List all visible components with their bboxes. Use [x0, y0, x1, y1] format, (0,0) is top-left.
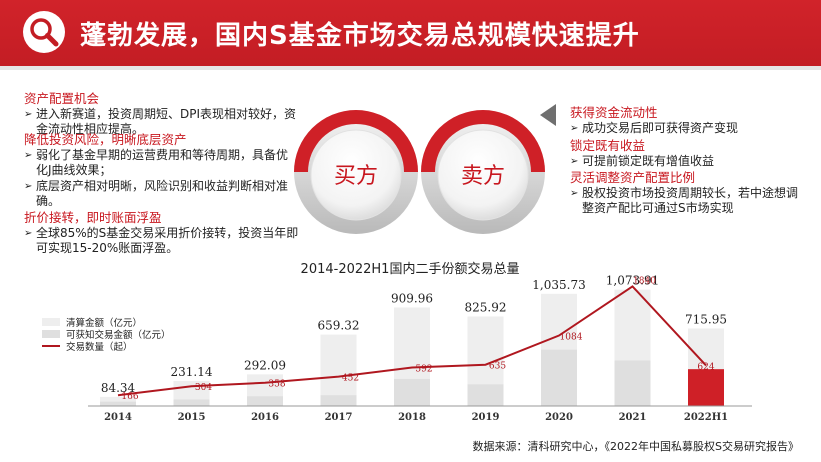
seller-block-1: 获得资金流动性 成功交易后即可获得资产变现 — [570, 105, 805, 136]
seller-block-3: 灵活调整资产配置比例 股权投资市场投资周期较长，若中途想调整资产配比可通过S市场… — [570, 170, 805, 217]
x-tick-2015: 2015 — [178, 412, 206, 423]
data-label-count-2014: 166 — [121, 392, 138, 402]
bar-known-2021 — [614, 360, 651, 406]
bar-total-2017 — [320, 334, 357, 406]
legend-label-0: 清算金额（亿元） — [66, 317, 142, 329]
buyer-heading-1: 资产配置机会 — [24, 91, 100, 106]
buyer-item-2-1: 弱化了基金早期的运营费用和等待周期，具备优化J曲线效果； — [24, 148, 294, 179]
data-label-count-2015: 304 — [195, 383, 212, 393]
legend-swatch-known — [42, 330, 60, 338]
bar-known-2019 — [467, 384, 504, 406]
x-tick-2022H1: 2022H1 — [684, 412, 728, 423]
seller-circle-label: 卖方 — [461, 164, 505, 189]
seller-heading-3: 灵活调整资产配置比例 — [570, 170, 696, 185]
data-label-total-2021: 1,073.91 — [606, 274, 659, 288]
x-tick-2014: 2014 — [104, 412, 132, 423]
data-label-count-2018: 592 — [415, 365, 432, 375]
chart-bars: 84.34 231.14 292.09 659.32 909.96 825.92 1,035… — [100, 274, 727, 406]
buyer-circle-label: 买方 — [334, 164, 378, 189]
seller-item-2-1: 可提前锁定既有增值收益 — [570, 154, 805, 170]
data-label-total-2016: 292.09 — [244, 358, 286, 372]
data-label-count-2020: 1084 — [560, 333, 583, 343]
buyer-block-2: 降低投资风险，明晰底层资产 弱化了基金早期的运营费用和等待周期，具备优化J曲线效… — [24, 132, 294, 210]
bar-known-2014 — [100, 401, 136, 406]
chart-legend: 清算金额（亿元）可获知交易金额（亿元）交易数量（起） — [42, 317, 171, 353]
page-title: 蓬勃发展，国内S基金市场交易总规模快速提升 — [80, 21, 640, 51]
legend-label-1: 可获知交易金额（亿元） — [66, 329, 171, 341]
seller-heading-2: 锁定既有收益 — [570, 138, 646, 153]
buyer-block-1: 资产配置机会 进入新赛道，投资周期短、DPI表现相对较好，资金流动性相应提高。 — [24, 91, 299, 138]
search-icon — [23, 11, 65, 53]
x-axis-labels: 2014 2015 2016 2017 2018 2019 2020 2021 2022H1 — [104, 412, 728, 423]
data-label-total-2017: 659.32 — [318, 319, 360, 333]
bar-total-2014 — [100, 396, 136, 406]
data-label-total-2015: 231.14 — [171, 365, 213, 379]
data-label-total-2022H1: 715.95 — [685, 312, 727, 326]
chart-line-layer: 166 304 358 452 592 635 1084 1840 624 — [117, 276, 715, 402]
x-tick-2018: 2018 — [398, 412, 426, 423]
buyer-block-3: 折价接转，即时账面浮盈 全球85%的S基金交易采用折价接转，投资当年即可实现15… — [24, 210, 299, 257]
data-label-total-2014: 84.34 — [101, 381, 136, 395]
x-tick-2017: 2017 — [325, 412, 353, 423]
buyer-item-3-1: 全球85%的S基金交易采用折价接转，投资当年即可实现15-20%账面浮盈。 — [24, 226, 299, 257]
buyer-heading-2: 降低投资风险，明晰底层资产 — [24, 132, 187, 147]
seller-circle: 卖方 — [421, 110, 545, 234]
bar-known-2022H1 — [688, 369, 724, 406]
data-label-total-2020: 1,035.73 — [532, 278, 585, 292]
chart-title: 2014-2022H1国内二手份额交易总量 — [301, 261, 520, 277]
data-label-total-2018: 909.96 — [391, 291, 433, 305]
data-label-count-2021: 1840 — [633, 276, 656, 286]
bar-known-2020 — [541, 349, 577, 406]
seller-heading-1: 获得资金流动性 — [570, 105, 658, 120]
header-bar: 蓬勃发展，国内S基金市场交易总规模快速提升 — [0, 0, 821, 66]
legend-label-2: 交易数量（起） — [66, 341, 133, 353]
data-label-count-2019: 635 — [489, 362, 506, 372]
data-label-count-2016: 358 — [268, 380, 285, 390]
x-tick-2020: 2020 — [545, 412, 573, 423]
bar-known-2015 — [173, 399, 210, 406]
bar-known-2018 — [394, 378, 430, 406]
bar-known-2016 — [247, 396, 283, 406]
data-label-count-2022H1: 624 — [697, 362, 714, 372]
data-label-count-2017: 452 — [342, 374, 359, 384]
buyer-item-2-2: 底层资产相对明晰，风险识别和收益判断相对准确。 — [24, 179, 294, 210]
buyer-circle: 买方 — [294, 110, 418, 234]
header-divider — [0, 66, 821, 70]
line-trade-count — [117, 285, 707, 397]
seller-block-2: 锁定既有收益 可提前锁定既有增值收益 — [570, 138, 805, 169]
x-tick-2016: 2016 — [251, 412, 279, 423]
bar-known-2017 — [320, 395, 357, 406]
x-tick-2019: 2019 — [472, 412, 500, 423]
x-tick-2021: 2021 — [619, 412, 647, 423]
seller-pointer-shape — [540, 104, 556, 126]
data-label-total-2019: 825.92 — [465, 301, 507, 315]
seller-item-3-1: 股权投资市场投资周期较长，若中途想调整资产配比可通过S市场实现 — [570, 186, 805, 217]
buyer-heading-3: 折价接转，即时账面浮盈 — [24, 210, 162, 225]
buyer-item-1-1: 进入新赛道，投资周期短、DPI表现相对较好，资金流动性相应提高。 — [24, 107, 299, 138]
seller-item-1-1: 成功交易后即可获得资产变现 — [570, 121, 805, 137]
source-note: 数据来源：清科研究中心，《2022年中国私募股权S交易研究报告》 — [472, 440, 799, 453]
legend-swatch-total — [42, 318, 60, 326]
